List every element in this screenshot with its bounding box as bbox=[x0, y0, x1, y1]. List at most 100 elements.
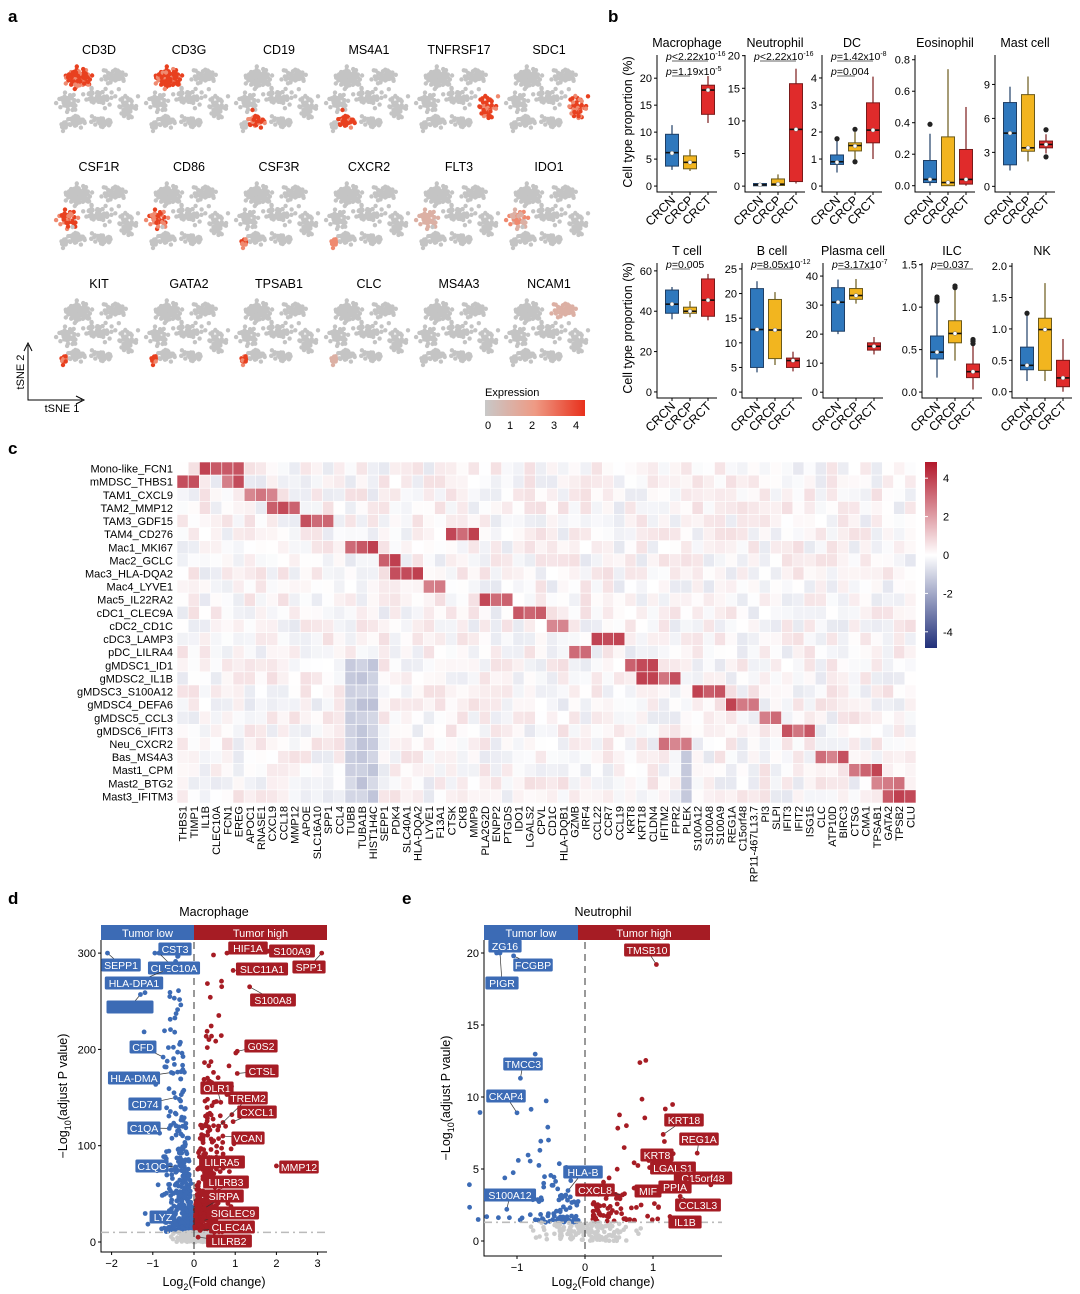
tsne-point bbox=[539, 236, 544, 241]
tsne-point bbox=[428, 211, 433, 216]
tsne-point bbox=[63, 120, 68, 125]
tsne-point bbox=[133, 106, 139, 111]
tsne-point bbox=[566, 204, 571, 209]
tsne-point bbox=[287, 118, 293, 123]
tsne-point bbox=[419, 213, 424, 218]
tsne-point bbox=[179, 85, 184, 91]
tsne-plot: SDC1 bbox=[503, 43, 591, 134]
tsne-point bbox=[277, 238, 283, 243]
tsne-point bbox=[536, 79, 541, 85]
tsne-point bbox=[109, 90, 114, 95]
tsne-point bbox=[192, 223, 198, 228]
tsne-point bbox=[352, 120, 357, 126]
tsne-point bbox=[262, 120, 267, 126]
tsne-point bbox=[249, 75, 254, 80]
tsne-point bbox=[78, 196, 83, 201]
tsne-point bbox=[366, 211, 372, 217]
tsne-point bbox=[446, 213, 452, 219]
tsne-point bbox=[554, 74, 559, 79]
tsne-point bbox=[456, 94, 462, 100]
tsne-point bbox=[441, 209, 446, 214]
tsne-point bbox=[250, 224, 255, 230]
tsne-point bbox=[247, 122, 252, 127]
tsne-point bbox=[557, 102, 562, 107]
tsne-point bbox=[107, 352, 113, 357]
tsne-point bbox=[359, 73, 365, 78]
tsne-point bbox=[297, 75, 302, 80]
tsne-point bbox=[193, 203, 198, 209]
tsne-point bbox=[82, 81, 87, 86]
tsne-point bbox=[243, 198, 248, 203]
tsne-point bbox=[518, 94, 523, 99]
tsne-point bbox=[442, 193, 447, 198]
tsne-point bbox=[348, 242, 354, 247]
tsne-point bbox=[487, 214, 492, 219]
tsne-point bbox=[332, 207, 338, 212]
tsne-point bbox=[81, 92, 86, 97]
tsne-point bbox=[272, 215, 277, 220]
tsne-point bbox=[266, 208, 272, 213]
tsne-point bbox=[63, 359, 68, 364]
tsne-point bbox=[549, 216, 554, 221]
tsne-point bbox=[276, 211, 282, 217]
tsne-point bbox=[374, 191, 379, 196]
tsne-point bbox=[165, 215, 171, 220]
tsne-point bbox=[392, 109, 397, 115]
tsne-point bbox=[258, 236, 264, 241]
tsne-point bbox=[283, 68, 288, 73]
tsne-point bbox=[559, 95, 564, 101]
tsne-point bbox=[567, 192, 572, 197]
tsne-point bbox=[172, 76, 177, 81]
tsne-point bbox=[333, 125, 338, 130]
tsne-point bbox=[166, 83, 171, 88]
tsne-point bbox=[379, 207, 384, 212]
tsne-point bbox=[76, 317, 81, 322]
tsne-point bbox=[243, 120, 248, 125]
tsne-point bbox=[258, 119, 264, 124]
tsne-point bbox=[75, 231, 80, 236]
tsne-point bbox=[365, 233, 371, 239]
tsne-point bbox=[253, 70, 259, 75]
tsne-point bbox=[172, 193, 177, 198]
gene-label: KIT bbox=[89, 277, 109, 291]
tsne-point bbox=[348, 119, 354, 124]
tsne-point bbox=[563, 94, 568, 99]
tsne-point bbox=[403, 106, 409, 111]
tsne-point bbox=[329, 213, 334, 218]
tsne-point bbox=[171, 209, 176, 214]
tsne-point bbox=[296, 87, 301, 92]
tsne-point bbox=[256, 200, 261, 205]
tsne-point bbox=[117, 309, 122, 314]
tsne-point bbox=[446, 196, 451, 201]
tsne-point bbox=[370, 118, 376, 123]
tsne-point bbox=[344, 64, 349, 69]
tsne-point bbox=[522, 203, 527, 209]
tsne-point bbox=[375, 81, 381, 86]
tsne-point bbox=[176, 91, 182, 96]
tsne-point bbox=[340, 107, 345, 113]
tsne-point bbox=[70, 341, 75, 347]
tsne-point bbox=[113, 94, 118, 99]
tsne-point bbox=[205, 187, 210, 192]
tsne-point bbox=[438, 125, 444, 130]
tsne-point bbox=[78, 119, 84, 124]
tsne-point bbox=[528, 119, 534, 124]
tsne-point bbox=[109, 207, 114, 212]
tsne-point bbox=[193, 86, 198, 92]
tsne-point bbox=[463, 86, 468, 92]
tsne-point bbox=[282, 223, 288, 228]
tsne-point bbox=[172, 81, 177, 86]
tsne-point bbox=[449, 85, 454, 91]
tsne-point bbox=[399, 219, 404, 225]
tsne-point bbox=[513, 125, 518, 130]
tsne-point bbox=[273, 239, 278, 244]
tsne-point bbox=[555, 198, 561, 203]
tsne-point bbox=[514, 220, 519, 225]
tsne-point bbox=[68, 211, 73, 216]
tsne-point bbox=[159, 192, 164, 197]
tsne-point bbox=[459, 77, 464, 82]
tsne-point bbox=[153, 198, 158, 203]
tsne-point bbox=[95, 90, 100, 95]
tsne-point bbox=[74, 64, 80, 69]
tsne-point bbox=[78, 242, 84, 247]
